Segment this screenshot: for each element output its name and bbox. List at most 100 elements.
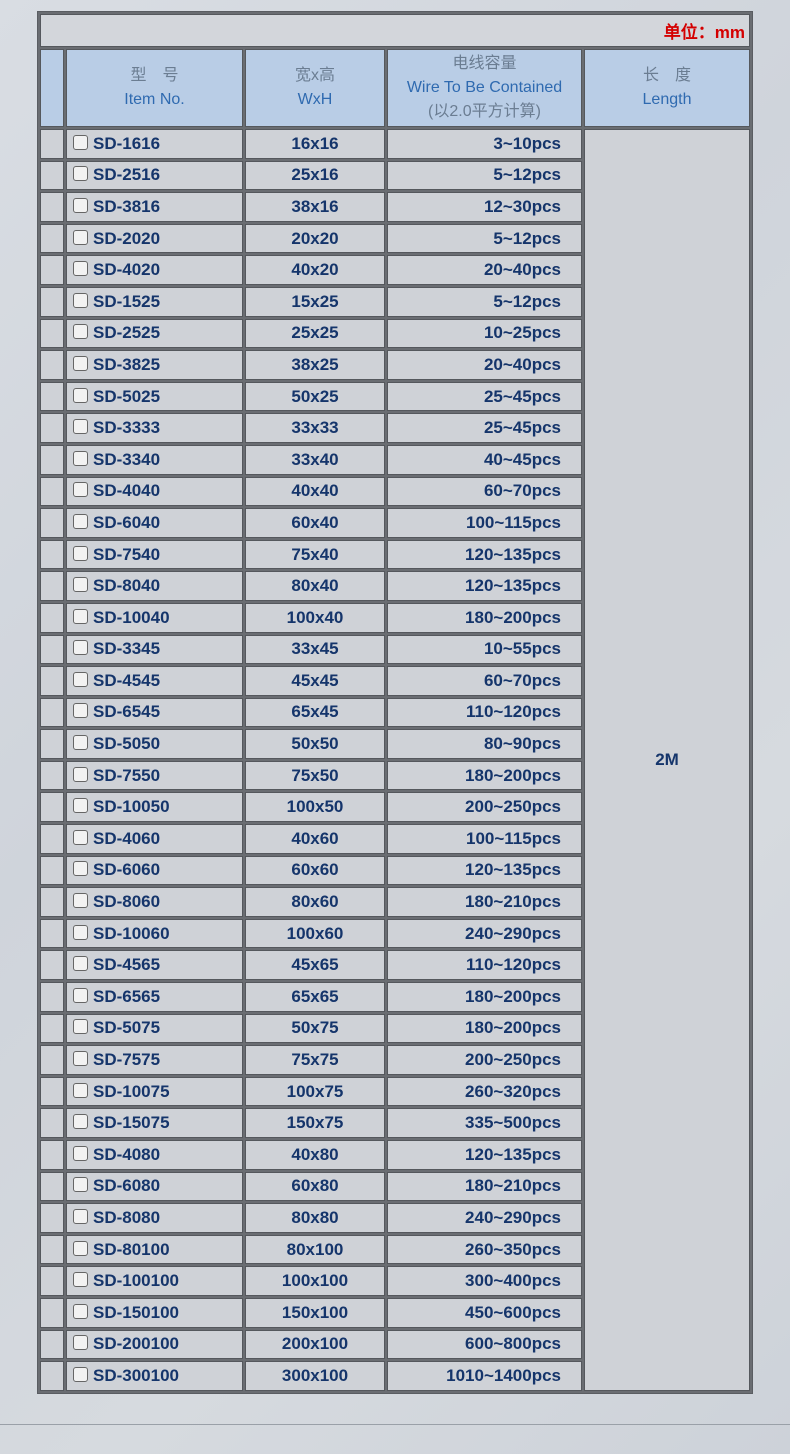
model-cell: SD-4545 [66,666,243,696]
size-cell: 50x50 [245,729,385,759]
row-blank-cell [40,887,64,917]
row-checkbox[interactable] [73,1272,88,1288]
row-checkbox[interactable] [73,1051,88,1067]
row-checkbox[interactable] [73,608,88,624]
capacity-cell: 120~135pcs [387,571,582,601]
table-row: SD-4020 40x20 20~40pcs [40,255,750,285]
model-number: SD-5050 [93,734,161,754]
row-checkbox[interactable] [73,703,88,719]
model-cell: SD-3333 [66,413,243,443]
header-size: 宽x高 WxH [245,49,385,127]
table-row: SD-7575 75x75 200~250pcs [40,1045,750,1075]
table-row: SD-6040 60x40 100~115pcs [40,508,750,538]
size-cell: 65x45 [245,697,385,728]
size-cell: 45x65 [245,950,385,981]
row-checkbox[interactable] [73,229,88,245]
model-cell: SD-1616 [66,129,243,159]
size-cell: 40x60 [245,824,385,854]
size-cell: 80x60 [245,887,385,917]
row-checkbox[interactable] [73,735,88,751]
model-number: SD-3340 [93,449,161,469]
row-checkbox[interactable] [73,1335,88,1351]
size-cell: 100x60 [245,918,385,949]
model-cell: SD-2020 [66,223,243,254]
row-blank-cell [40,1108,64,1138]
row-blank-cell [40,1329,64,1360]
model-number: SD-10060 [93,923,170,943]
row-blank-cell [40,223,64,254]
row-checkbox[interactable] [73,261,88,277]
row-checkbox[interactable] [73,355,88,371]
model-number: SD-6040 [93,512,161,532]
row-blank-cell [40,1171,64,1202]
row-checkbox[interactable] [73,1366,88,1382]
row-checkbox[interactable] [73,450,88,466]
table-row: SD-10050 100x50 200~250pcs [40,792,750,823]
row-checkbox[interactable] [73,197,88,213]
table-row: SD-2020 20x20 5~12pcs [40,223,750,254]
capacity-cell: 600~800pcs [387,1329,582,1360]
model-number: SD-4080 [93,1144,161,1164]
row-blank-cell [40,855,64,886]
row-checkbox[interactable] [73,1082,88,1098]
row-checkbox[interactable] [73,387,88,403]
row-checkbox[interactable] [73,513,88,529]
size-cell: 100x75 [245,1076,385,1107]
row-checkbox[interactable] [73,1145,88,1161]
table-row: SD-3333 33x33 25~45pcs [40,413,750,443]
model-cell: SD-4020 [66,255,243,285]
table-row: SD-10075 100x75 260~320pcs [40,1076,750,1107]
row-checkbox[interactable] [73,577,88,593]
row-checkbox[interactable] [73,134,88,150]
row-checkbox[interactable] [73,671,88,687]
row-checkbox[interactable] [73,987,88,1003]
table-row: SD-10060 100x60 240~290pcs [40,918,750,949]
row-checkbox[interactable] [73,1114,88,1130]
capacity-cell: 5~12pcs [387,223,582,254]
row-checkbox[interactable] [73,924,88,940]
row-checkbox[interactable] [73,1019,88,1035]
header-row: 型 号 Item No. 宽x高 WxH 电线容量 Wire To Be Contai… [40,49,750,127]
row-blank-cell [40,318,64,349]
table-row: SD-7540 75x40 120~135pcs [40,539,750,570]
capacity-cell: 25~45pcs [387,381,582,412]
row-checkbox[interactable] [73,482,88,498]
capacity-cell: 200~250pcs [387,1045,582,1075]
size-cell: 25x16 [245,160,385,191]
row-checkbox[interactable] [73,893,88,909]
model-number: SD-10050 [93,797,170,817]
capacity-cell: 200~250pcs [387,792,582,823]
row-checkbox[interactable] [73,1303,88,1319]
row-checkbox[interactable] [73,545,88,561]
size-cell: 200x100 [245,1329,385,1360]
model-number: SD-6565 [93,986,161,1006]
row-blank-cell [40,1140,64,1170]
capacity-cell: 180~200pcs [387,1013,582,1044]
row-checkbox[interactable] [73,1177,88,1193]
size-cell: 45x45 [245,666,385,696]
row-checkbox[interactable] [73,292,88,308]
row-checkbox[interactable] [73,766,88,782]
model-number: SD-2516 [93,165,161,185]
row-checkbox[interactable] [73,166,88,182]
row-checkbox[interactable] [73,956,88,972]
row-checkbox[interactable] [73,1208,88,1224]
row-checkbox[interactable] [73,861,88,877]
row-checkbox[interactable] [73,640,88,656]
table-row: SD-3825 38x25 20~40pcs [40,350,750,380]
row-checkbox[interactable] [73,798,88,814]
capacity-cell: 100~115pcs [387,824,582,854]
row-checkbox[interactable] [73,324,88,340]
model-number: SD-8060 [93,892,161,912]
row-checkbox[interactable] [73,419,88,435]
row-blank-cell [40,444,64,475]
row-blank-cell [40,381,64,412]
size-cell: 60x40 [245,508,385,538]
model-number: SD-2020 [93,228,161,248]
row-checkbox[interactable] [73,829,88,845]
row-checkbox[interactable] [73,1240,88,1256]
row-blank-cell [40,192,64,222]
model-number: SD-5075 [93,1018,161,1038]
row-blank-cell [40,634,64,665]
model-cell: SD-5075 [66,1013,243,1044]
